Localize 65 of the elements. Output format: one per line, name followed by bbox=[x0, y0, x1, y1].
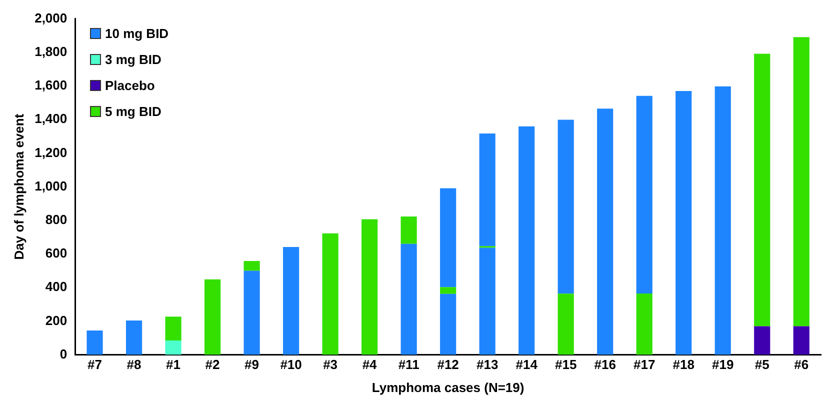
y-tick-label: 0 bbox=[60, 346, 68, 362]
bar bbox=[479, 134, 496, 246]
y-tick-label: 400 bbox=[45, 279, 68, 294]
y-tick-label: 1,200 bbox=[34, 144, 68, 160]
x-tick-label: #10 bbox=[280, 357, 302, 372]
x-tick-label: #6 bbox=[794, 357, 809, 372]
bar bbox=[440, 287, 456, 294]
bar bbox=[204, 279, 221, 355]
x-tick-label: #15 bbox=[554, 357, 577, 372]
bar bbox=[558, 120, 574, 294]
x-tick-label: #7 bbox=[88, 357, 102, 372]
legend-label: Placebo bbox=[105, 78, 155, 92]
x-tick-label: #13 bbox=[476, 357, 498, 372]
x-tick-label: #11 bbox=[398, 357, 420, 372]
x-axis-title: Lymphoma cases (N=19) bbox=[372, 380, 524, 395]
bar bbox=[714, 86, 731, 355]
x-tick-label: #2 bbox=[205, 357, 220, 372]
x-tick-label: #18 bbox=[672, 357, 694, 372]
bar bbox=[558, 294, 574, 355]
x-tick-label: #9 bbox=[244, 357, 260, 372]
x-tick-label: #17 bbox=[633, 357, 656, 372]
bar bbox=[244, 261, 260, 271]
bar bbox=[676, 91, 692, 355]
y-tick-label: 1,000 bbox=[34, 178, 68, 194]
bar bbox=[126, 320, 142, 355]
y-tick-label: 1,400 bbox=[34, 111, 68, 126]
bar bbox=[165, 340, 182, 355]
bar bbox=[244, 270, 260, 355]
bar bbox=[165, 316, 182, 341]
x-tick-label: #4 bbox=[362, 357, 378, 372]
bar bbox=[440, 188, 456, 288]
bar bbox=[518, 126, 535, 355]
x-tick-label: #12 bbox=[437, 357, 459, 372]
bar bbox=[322, 233, 338, 355]
bar bbox=[282, 246, 300, 355]
bar bbox=[362, 219, 378, 355]
y-tick-label: 1,800 bbox=[34, 44, 68, 59]
bar bbox=[479, 248, 496, 355]
legend-label: 5 mg BID bbox=[105, 104, 162, 118]
x-tick-label: #16 bbox=[594, 357, 616, 372]
y-tick-label: 800 bbox=[45, 212, 68, 227]
bar bbox=[636, 293, 652, 355]
legend-label: 10 mg BID bbox=[105, 26, 169, 40]
bar bbox=[440, 294, 456, 355]
bar bbox=[86, 330, 103, 355]
y-tick-label: 1,600 bbox=[34, 78, 68, 93]
y-tick-label: 200 bbox=[45, 312, 68, 328]
x-tick-label: #1 bbox=[166, 357, 181, 372]
bar bbox=[636, 96, 652, 294]
y-tick-label: 600 bbox=[45, 246, 68, 261]
bar bbox=[754, 54, 770, 326]
x-tick-label: #3 bbox=[323, 357, 338, 372]
bar bbox=[597, 108, 614, 355]
bar bbox=[754, 326, 770, 355]
legend-label: 3 mg BID bbox=[105, 52, 162, 66]
x-tick-label: #14 bbox=[516, 357, 538, 372]
y-tick-label: 2,000 bbox=[34, 10, 68, 26]
bar bbox=[400, 244, 417, 355]
bar bbox=[793, 326, 810, 355]
x-tick-label: #5 bbox=[754, 357, 770, 372]
y-axis-title: Day of lymphoma event bbox=[11, 113, 26, 260]
x-tick-label: #8 bbox=[126, 357, 142, 372]
bar bbox=[400, 216, 417, 244]
bar bbox=[793, 37, 810, 326]
x-tick-label: #19 bbox=[712, 357, 734, 372]
